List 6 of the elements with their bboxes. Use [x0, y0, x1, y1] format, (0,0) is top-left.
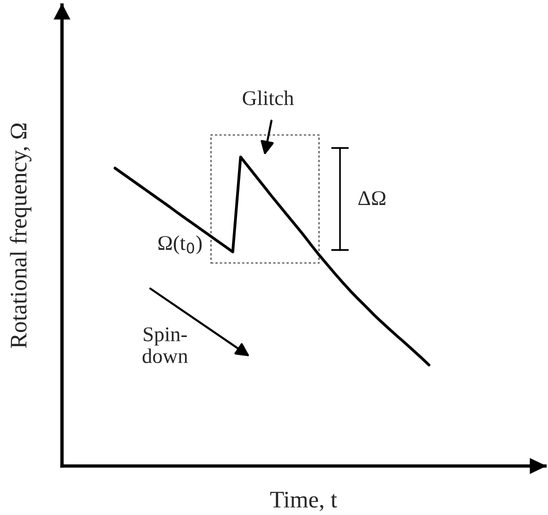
- annotation: Ω(t$_{0}$): [158, 235, 202, 254]
- annotation: ΔΩ: [358, 191, 386, 206]
- text: Glitch: [242, 90, 294, 106]
- x-axis-title: Time, t: [270, 492, 338, 512]
- y-axis-title: Rotational frequency, Ω: [10, 123, 32, 348]
- annotation: Spin- down: [142, 327, 188, 364]
